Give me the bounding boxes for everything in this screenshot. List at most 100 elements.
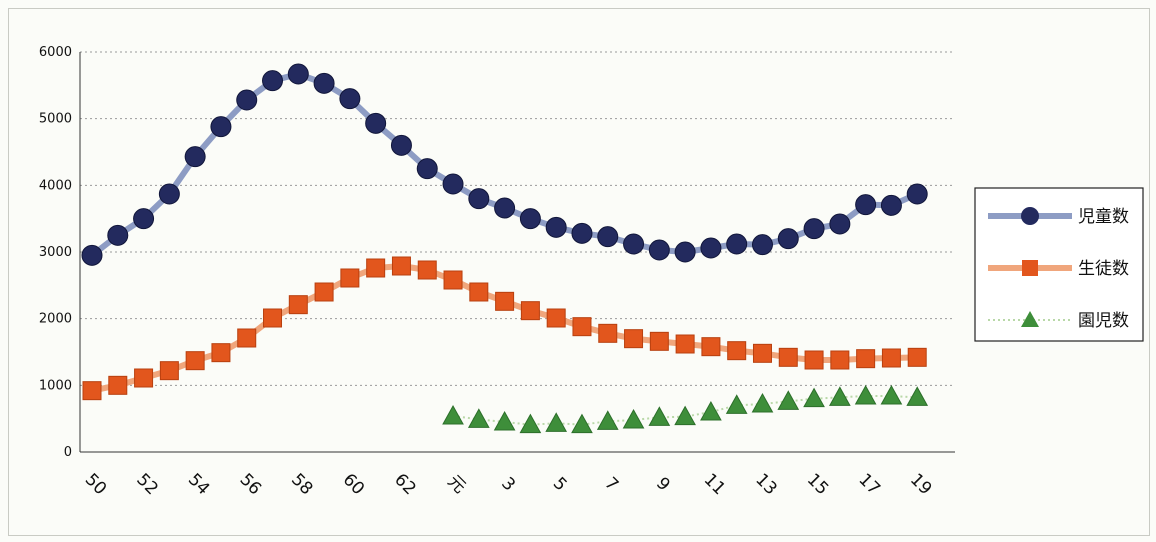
x-tick-label: 9 — [652, 474, 674, 496]
data-point — [263, 308, 283, 328]
data-point — [390, 134, 412, 156]
data-point — [211, 343, 231, 363]
data-point — [108, 375, 128, 395]
series-3 — [442, 384, 929, 434]
data-point — [339, 88, 361, 110]
data-point — [674, 405, 696, 426]
data-point — [597, 226, 619, 248]
data-point — [340, 268, 360, 288]
x-tick-label: 60 — [339, 470, 368, 499]
data-point — [675, 334, 695, 354]
x-tick-label: 3 — [497, 474, 519, 496]
data-point — [467, 408, 490, 428]
x-tick-label: 17 — [854, 470, 883, 499]
data-point — [545, 412, 568, 432]
data-point — [649, 331, 669, 351]
legend-item: 園児数 — [988, 311, 1129, 331]
chart-frame — [8, 8, 1150, 536]
data-point — [159, 361, 179, 381]
data-point — [184, 146, 206, 168]
series-line — [90, 71, 919, 258]
data-point — [907, 347, 927, 367]
data-point — [624, 329, 644, 349]
data-point — [751, 234, 773, 256]
gridlines — [80, 51, 955, 386]
data-point — [829, 213, 851, 235]
data-point — [803, 387, 825, 408]
x-tick-label: 15 — [803, 470, 832, 499]
data-point — [571, 413, 593, 434]
data-point — [519, 208, 541, 230]
data-point — [82, 381, 102, 401]
x-tick-label: 7 — [600, 474, 622, 496]
data-point — [416, 158, 438, 180]
x-tick-labels: 50 52 54 56 58 60 62 元 3 5 7 9 11 13 15 17 19 — [81, 470, 936, 499]
series-1 — [81, 63, 928, 266]
data-point — [674, 241, 696, 263]
data-point — [856, 349, 876, 369]
legend-label: 園児数 — [1078, 311, 1129, 331]
data-point — [519, 413, 542, 434]
y-tick-label: 6000 — [39, 45, 72, 60]
series-group — [81, 63, 929, 434]
legend-marker — [1022, 260, 1038, 276]
x-tick-label: 11 — [700, 470, 729, 499]
x-tick-label: 56 — [236, 470, 265, 499]
x-tick-label: 元 — [443, 471, 469, 497]
data-point — [648, 406, 671, 426]
data-point — [210, 116, 232, 138]
data-point — [391, 256, 411, 276]
data-point — [468, 188, 490, 210]
data-point — [493, 410, 516, 431]
legend-label: 児童数 — [1078, 207, 1129, 227]
legend-item: 生徒数 — [988, 259, 1129, 279]
axes — [79, 52, 955, 453]
data-point — [880, 194, 902, 216]
data-point — [803, 218, 825, 240]
data-point — [701, 337, 721, 357]
data-point — [752, 343, 772, 363]
data-point — [545, 216, 567, 238]
y-tick-label: 5000 — [39, 112, 72, 127]
x-tick-label: 54 — [184, 470, 213, 499]
x-tick-label: 62 — [390, 470, 419, 499]
data-point — [107, 224, 129, 246]
data-point — [777, 390, 800, 410]
data-point — [314, 282, 334, 302]
data-point — [158, 183, 180, 205]
data-point — [726, 233, 748, 255]
data-point — [442, 173, 464, 195]
data-point — [366, 258, 386, 278]
data-point — [648, 239, 670, 261]
data-point — [287, 63, 309, 85]
legend-marker — [1021, 311, 1039, 327]
data-point — [596, 410, 619, 430]
data-point — [751, 392, 774, 413]
data-point — [520, 301, 540, 321]
y-tick-label: 1000 — [39, 378, 72, 393]
data-point — [134, 368, 154, 388]
data-point — [262, 70, 284, 92]
series-2 — [82, 256, 927, 401]
data-point — [237, 328, 257, 348]
x-tick-label: 13 — [751, 470, 780, 499]
data-point — [598, 323, 618, 343]
y-tick-labels: 0 1000 2000 3000 4000 5000 6000 — [39, 45, 72, 460]
data-point — [830, 350, 850, 370]
data-point — [881, 348, 901, 368]
y-tick-label: 2000 — [39, 312, 72, 327]
x-tick-label: 50 — [81, 470, 110, 499]
data-point — [185, 351, 205, 371]
data-point — [804, 350, 824, 370]
data-point — [495, 291, 515, 311]
data-point — [133, 208, 155, 230]
data-point — [778, 347, 798, 367]
data-point — [855, 194, 877, 216]
data-point — [442, 404, 464, 425]
legend-item: 児童数 — [988, 207, 1129, 227]
x-tick-label: 5 — [549, 474, 571, 496]
legend-label: 生徒数 — [1078, 259, 1129, 279]
data-point — [880, 384, 903, 405]
